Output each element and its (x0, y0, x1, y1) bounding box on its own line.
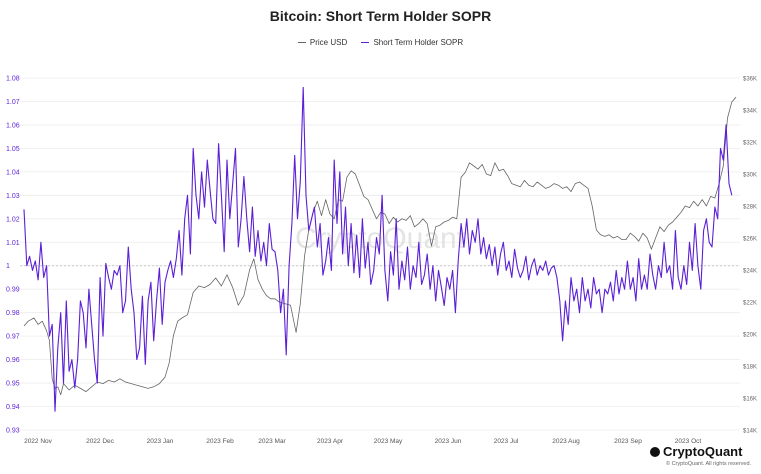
chart-title: Bitcoin: Short Term Holder SOPR (269, 8, 492, 24)
right-tick-label: $16K (743, 397, 757, 403)
left-tick-label: 1.02 (6, 216, 20, 223)
x-tick-label: 2023 Mar (258, 438, 286, 445)
right-tick-label: $20K (743, 333, 757, 339)
right-tick-label: $14K (743, 429, 757, 435)
legend-item-sopr[interactable]: Short Term Holder SOPR (361, 38, 463, 47)
left-tick-label: 0.96 (6, 357, 20, 364)
x-tick-label: 2023 Apr (317, 438, 344, 445)
x-tick-label: 2023 Jul (494, 438, 519, 445)
right-tick-label: $26K (743, 237, 757, 243)
x-axis: 2022 Nov 2022 Dec 2023 Jan 2023 Feb 2023 Mar… (24, 438, 701, 445)
left-axis: 0.93 0.94 0.95 0.96 0.97 0.98 0.99 1 1.01 1.02 1.0… (6, 76, 20, 435)
right-tick-label: $32K (743, 141, 757, 147)
legend-label-sopr: Short Term Holder SOPR (373, 38, 464, 47)
left-tick-label: 0.93 (6, 428, 20, 435)
sopr-line (23, 86, 733, 412)
right-tick-label: $36K (743, 77, 757, 83)
x-tick-label: 2023 Feb (206, 438, 234, 445)
right-tick-label: $30K (743, 173, 757, 179)
left-tick-label: 0.95 (6, 381, 20, 388)
left-tick-label: 1.01 (6, 240, 20, 247)
left-tick-label: 1.03 (6, 193, 20, 200)
x-tick-label: 2023 Aug (552, 438, 580, 445)
brand-name: CryptoQuant (663, 444, 743, 459)
left-tick-label: 0.99 (6, 287, 20, 294)
left-tick-label: 0.97 (6, 334, 20, 341)
x-tick-label: 2022 Dec (86, 438, 115, 445)
right-tick-label: $22K (743, 301, 757, 307)
legend-label-price: Price USD (309, 38, 348, 47)
right-axis: $14K $16K $18K $20K $22K $24K $26K $28K $30K $32K… (743, 77, 757, 435)
x-tick-label: 2023 Jun (435, 438, 462, 445)
x-tick-label: 2023 May (374, 438, 403, 445)
left-tick-label: 1.04 (6, 169, 20, 176)
legend-item-price[interactable]: Price USD (297, 38, 348, 47)
x-tick-label: 2023 Jan (147, 438, 174, 445)
left-tick-label: 1.07 (6, 99, 20, 106)
copyright-text: © CryptoQuant. All rights reserved. (666, 461, 752, 467)
right-tick-label: $18K (743, 365, 757, 371)
left-tick-label: 1.08 (6, 76, 20, 83)
legend-swatch-sopr (361, 42, 370, 44)
right-tick-label: $24K (743, 269, 757, 275)
right-tick-label: $28K (743, 205, 757, 211)
left-tick-label: 1.06 (6, 122, 20, 129)
legend-swatch-price (297, 42, 306, 44)
left-tick-label: 1 (6, 263, 10, 270)
logo-icon (650, 447, 660, 457)
left-tick-label: 0.94 (6, 404, 20, 411)
chart-legend: Price USD Short Term Holder SOPR (0, 38, 761, 47)
right-tick-label: $34K (743, 109, 757, 115)
cryptoquant-logo: CryptoQuant (650, 444, 742, 459)
x-tick-label: 2023 Oct (675, 438, 702, 445)
left-tick-label: 0.98 (6, 310, 20, 317)
x-tick-label: 2023 Sep (614, 438, 642, 445)
left-tick-label: 1.05 (6, 146, 20, 153)
x-tick-label: 2022 Nov (24, 438, 53, 445)
price-usd-line (23, 96, 737, 396)
